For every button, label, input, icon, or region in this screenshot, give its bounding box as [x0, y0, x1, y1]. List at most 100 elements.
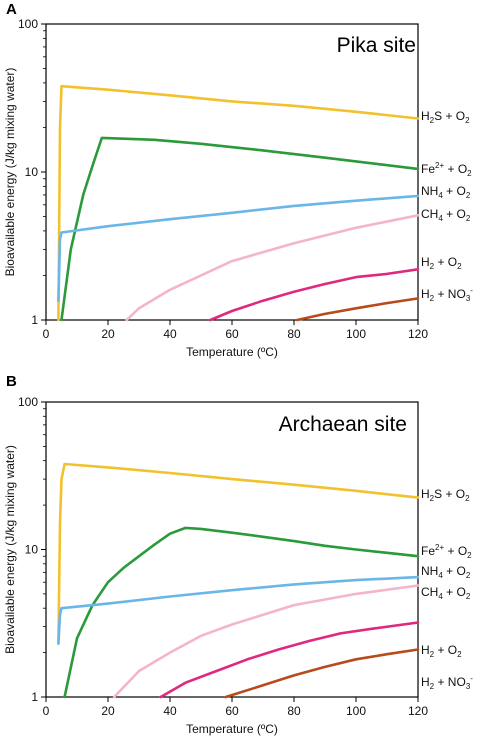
x-tick-label: 40 — [163, 704, 177, 718]
series-label-part: NH — [421, 564, 438, 578]
series-label-nh4: NH4 + O2 — [421, 184, 471, 200]
series-label-part: 2 — [457, 650, 462, 659]
series-label-part: - — [470, 286, 473, 295]
series-label-part: 4 — [438, 191, 443, 200]
series-line-h2no3 — [295, 297, 420, 322]
series-label-part: 2 — [467, 169, 472, 178]
series-line-h2o2 — [209, 268, 420, 322]
series-label-h2s: H2S + O2 — [421, 487, 470, 503]
series-label-fe: Fe2+ + O2 — [421, 161, 472, 178]
series-label-part: 3 — [466, 294, 471, 303]
y-tick-label: 1 — [31, 313, 38, 327]
x-tick-label: 40 — [163, 327, 177, 341]
series-label-part: + O — [444, 162, 467, 176]
series-line-fe — [63, 526, 420, 699]
series-label-part: NH — [421, 184, 438, 198]
series-line-h2o2 — [159, 621, 420, 699]
series-label-part: + O — [443, 585, 466, 599]
series-label-part: 2 — [430, 682, 435, 691]
x-tick-label: 100 — [346, 704, 366, 718]
y-tick-label: 10 — [25, 165, 39, 179]
series-label-ch4: CH4 + O2 — [421, 585, 471, 601]
series-label-part: 2 — [430, 650, 435, 659]
series-label-part: S + O — [434, 109, 465, 123]
series-label-part: H — [421, 255, 430, 269]
series-label-part: + O — [443, 564, 466, 578]
series-label-part: Fe — [421, 162, 435, 176]
series-label-part: 2 — [467, 551, 472, 560]
series-label-part: 2+ — [435, 161, 444, 170]
series-label-part: + O — [443, 184, 466, 198]
series-label-part: 2 — [457, 262, 462, 271]
x-tick-label: 100 — [346, 327, 366, 341]
x-tick-label: 20 — [101, 704, 115, 718]
x-axis-label: Temperature (ºC) — [186, 345, 278, 359]
series-label-part: H — [421, 675, 430, 689]
x-tick-label: 120 — [408, 327, 428, 341]
series-line-h2no3 — [224, 648, 420, 699]
series-label-part: 2 — [430, 494, 435, 503]
y-tick-label: 1 — [31, 690, 38, 704]
series-label-part: 2 — [466, 214, 471, 223]
series-line-ch4 — [125, 214, 420, 322]
series-label-ch4: CH4 + O2 — [421, 207, 471, 223]
series-label-h2s: H2S + O2 — [421, 109, 470, 125]
x-tick-label: 120 — [408, 704, 428, 718]
series-label-part: 4 — [438, 214, 443, 223]
series-label-part: 2 — [465, 494, 470, 503]
series-line-h2s — [57, 462, 420, 645]
series-label-part: H — [421, 643, 430, 657]
series-label-part: Fe — [421, 544, 435, 558]
x-tick-label: 60 — [225, 704, 239, 718]
series-label-h2o2: H2 + O2 — [421, 643, 462, 659]
x-tick-label: 20 — [101, 327, 115, 341]
series-label-part: 2 — [466, 191, 471, 200]
series-label-part: 4 — [438, 571, 443, 580]
series-label-part: + O — [444, 544, 467, 558]
series-label-part: 2 — [465, 116, 470, 125]
x-tick-label: 0 — [43, 327, 50, 341]
series-label-part: + O — [434, 643, 457, 657]
x-tick-label: 80 — [287, 704, 301, 718]
series-label-nh4: NH4 + O2 — [421, 564, 471, 580]
series-label-part: CH — [421, 585, 438, 599]
site-title: Archaean site — [279, 413, 407, 436]
x-tick-label: 80 — [287, 327, 301, 341]
series-label-part: + NO — [434, 675, 466, 689]
series-line-h2s — [57, 84, 420, 322]
series-label-part: + O — [434, 255, 457, 269]
series-label-h2no3: H2 + NO3- — [421, 674, 473, 691]
series-label-part: 2 — [466, 571, 471, 580]
y-tick-label: 100 — [18, 395, 38, 409]
series-label-h2o2: H2 + O2 — [421, 255, 462, 271]
y-tick-label: 100 — [18, 17, 38, 31]
series-label-part: 2 — [466, 592, 471, 601]
series-label-part: 2 — [430, 294, 435, 303]
series-line-fe — [60, 136, 420, 322]
series-label-part: 2+ — [435, 543, 444, 552]
series-label-part: 2 — [430, 262, 435, 271]
series-label-part: H — [421, 487, 430, 501]
series-label-part: 2 — [430, 116, 435, 125]
series-label-part: CH — [421, 207, 438, 221]
series-label-part: 4 — [438, 592, 443, 601]
site-title: Pika site — [337, 34, 416, 57]
y-tick-label: 10 — [25, 543, 39, 557]
series-label-part: H — [421, 287, 430, 301]
series-label-part: - — [470, 674, 473, 683]
series-label-part: 3 — [466, 682, 471, 691]
series-label-part: S + O — [434, 487, 465, 501]
series-label-part: H — [421, 109, 430, 123]
x-axis-label: Temperature (ºC) — [186, 722, 278, 736]
x-tick-label: 0 — [43, 704, 50, 718]
y-axis-label: Bioavailable energy (J/kg mixing water) — [3, 68, 17, 277]
series-label-h2no3: H2 + NO3- — [421, 286, 473, 303]
panel-letter: A — [6, 1, 17, 18]
series-line-nh4 — [57, 575, 420, 645]
series-label-part: + NO — [434, 287, 466, 301]
panel-letter: B — [6, 373, 17, 390]
